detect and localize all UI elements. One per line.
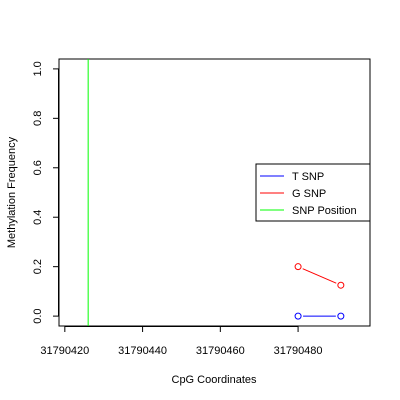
x-axis-label: CpG Coordinates: [172, 374, 257, 386]
g-snp-line: [302, 268, 337, 284]
legend-label-g-snp: G SNP: [292, 188, 326, 200]
y-tick-label: 1.0: [32, 61, 44, 76]
x-axis: 31790420 31790440 31790460 31790480: [40, 326, 323, 357]
y-tick-label: 0.4: [32, 210, 44, 225]
y-axis-label: Methylation Frequency: [6, 136, 18, 248]
t-snp-point: [337, 312, 345, 320]
y-tick-label: 0.2: [32, 259, 44, 274]
g-snp-point: [294, 263, 302, 271]
legend-label-snp-position: SNP Position: [292, 205, 357, 217]
x-tick-label: 31790440: [118, 345, 167, 357]
x-tick-label: 31790460: [196, 345, 245, 357]
legend: T SNP G SNP SNP Position: [255, 163, 371, 222]
x-tick-label: 31790480: [274, 345, 323, 357]
g-snp-point: [337, 281, 345, 289]
y-tick-label: 0.0: [32, 308, 44, 323]
y-tick-label: 0.6: [32, 160, 44, 175]
series-layer: [294, 263, 345, 320]
t-snp-point: [294, 312, 302, 320]
y-tick-label: 0.8: [32, 111, 44, 126]
legend-label-t-snp: T SNP: [292, 171, 324, 183]
y-axis: 0.0 0.2 0.4 0.6 0.8 1.0: [32, 61, 59, 324]
x-tick-label: 31790420: [40, 345, 89, 357]
